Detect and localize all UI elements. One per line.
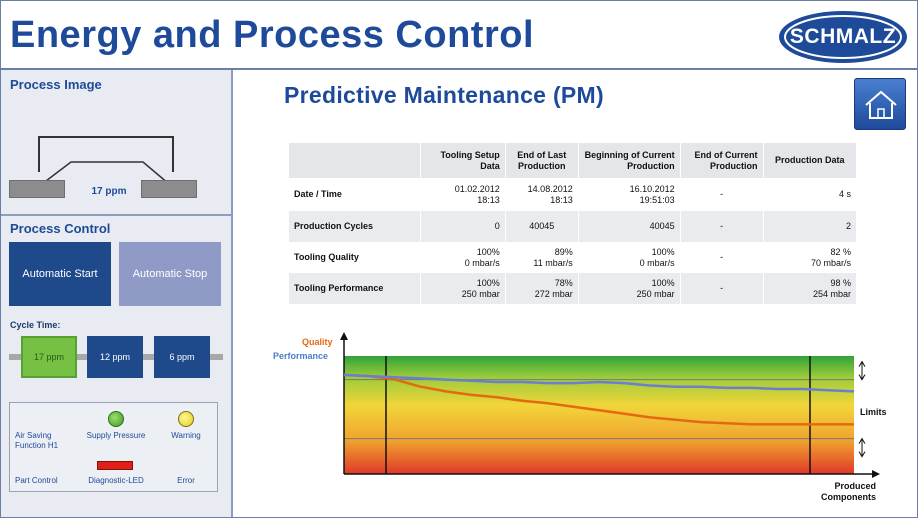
x-axis-arrow-icon (872, 470, 880, 478)
table-cell: 89% 11 mbar/s (504, 242, 579, 273)
automatic-stop-button[interactable]: Automatic Stop (119, 242, 221, 306)
process-control-title: Process Control (10, 221, 111, 236)
limit-arrow-head-icon (858, 360, 866, 367)
limit-arrow-head-icon (858, 451, 866, 458)
table-row: Date / Time 01.02.2012 18:13 14.08.2012 18… (288, 178, 856, 211)
table-header-cell: Tooling Setup Data (419, 143, 506, 178)
error-label: Error (177, 476, 195, 485)
row-label: Tooling Quality (288, 242, 421, 273)
y-axis-arrow-icon (340, 332, 348, 340)
warning-label: Warning (171, 431, 201, 440)
header-divider (0, 68, 918, 70)
row-label: Date / Time (288, 178, 421, 211)
cycle-6ppm-button[interactable]: 6 ppm (154, 336, 210, 378)
table-cell: 100% 250 mbar (419, 273, 506, 304)
table-cell: 100% 250 mbar (577, 273, 681, 304)
home-button[interactable] (854, 78, 906, 130)
warning-led-icon (178, 411, 194, 427)
supply-pressure-led-icon (108, 411, 124, 427)
series-line-quality (343, 373, 854, 426)
table-cell: - (679, 242, 764, 273)
table-cell: 4 s (762, 178, 856, 211)
pm-table: Tooling Setup Data End of Last Productio… (288, 143, 856, 304)
table-header-cell: Beginning of Current Production (577, 143, 681, 178)
table-cell: 78% 272 mbar (504, 273, 579, 304)
schmalz-logo: SCHMALZ (778, 10, 908, 64)
table-cell: 98 % 254 mbar (762, 273, 856, 304)
table-cell: 14.08.2012 18:13 (504, 178, 579, 211)
pm-title: Predictive Maintenance (PM) (284, 82, 604, 108)
table-cell: - (679, 178, 764, 211)
right-workpiece (141, 180, 197, 198)
cycle-12ppm-button[interactable]: 12 ppm (87, 336, 143, 378)
diagnostic-led-label: Diagnostic-LED (88, 476, 144, 485)
table-cell: - (679, 273, 764, 304)
sidebar: Process Image 17 ppm Process Control Aut… (1, 70, 233, 517)
diagnostic-led-icon (97, 461, 133, 470)
table-row: Tooling Quality 100% 0 mbar/s 89% 11 mbar/… (288, 242, 856, 273)
table-cell: 16.10.2012 19:51:03 (577, 178, 681, 211)
table-row: Production Cycles 0 40045 40045 - 2 (288, 211, 856, 242)
supply-pressure-label: Supply Pressure (86, 431, 146, 440)
process-image-title: Process Image (10, 77, 102, 92)
x-axis-label: Produced Components (821, 481, 876, 502)
table-row: Tooling Performance 100% 250 mbar 78% 272 … (288, 273, 856, 304)
sidebar-divider (1, 214, 233, 216)
table-cell: - (679, 211, 764, 242)
table-header-cell: End of Last Production (504, 143, 579, 178)
table-header-cell: End of Current Production (679, 143, 764, 178)
table-header-row: Tooling Setup Data End of Last Productio… (288, 143, 856, 178)
table-cell: 01.02.2012 18:13 (419, 178, 506, 211)
pm-chart (340, 332, 880, 478)
air-saving-label: Air Saving Function H1 (15, 431, 59, 450)
legend-performance: Performance (273, 351, 329, 361)
legend-quality: Quality (302, 337, 333, 347)
plot-area (344, 356, 854, 474)
process-rate: 17 ppm (91, 186, 127, 197)
table-cell: 40045 (504, 211, 579, 242)
table-cell: 0 (419, 211, 506, 242)
limits-label: Limits (860, 407, 887, 417)
table-cell: 82 % 70 mbar/s (762, 242, 856, 273)
row-label: Production Cycles (288, 211, 421, 242)
table-cell: 100% 0 mbar/s (419, 242, 506, 273)
limit-arrow-head-icon (858, 374, 866, 381)
page-title: Energy and Process Control (10, 14, 535, 56)
table-cell: 40045 (577, 211, 681, 242)
part-control-label: Part Control (15, 476, 58, 485)
series-line-performance (343, 373, 855, 393)
table-cell: 2 (762, 211, 856, 242)
automatic-start-button[interactable]: Automatic Start (9, 242, 111, 306)
logo-text: SCHMALZ (789, 25, 897, 48)
process-image-diagram (38, 136, 174, 185)
left-workpiece (9, 180, 65, 198)
limit-arrow-head-icon (858, 437, 866, 444)
table-header-cell (288, 143, 421, 178)
home-icon (865, 90, 897, 119)
table-cell: 100% 0 mbar/s (577, 242, 681, 273)
cycle-time-label: Cycle Time: (10, 320, 61, 330)
table-header-cell: Production Data (762, 143, 856, 178)
row-label: Tooling Performance (288, 273, 421, 304)
cycle-17ppm-button[interactable]: 17 ppm (21, 336, 77, 378)
